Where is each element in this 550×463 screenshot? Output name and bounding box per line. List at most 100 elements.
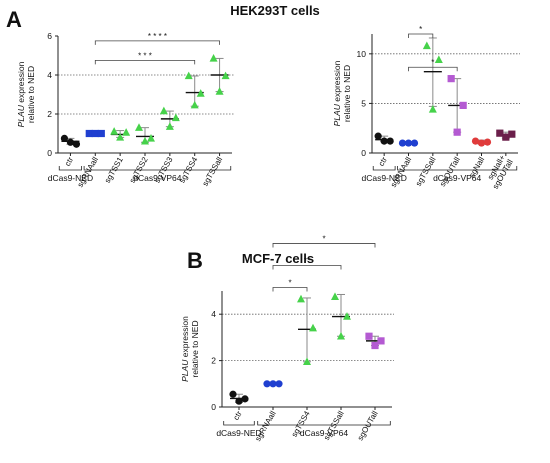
data-point-3-2 [343,312,351,320]
data-point-4-2 [171,113,180,122]
y-tick-label: 5 [361,98,366,108]
y-tick-label: 4 [211,309,216,319]
data-point-0-0 [60,134,69,142]
data-point-4-1 [165,122,174,130]
data-point-0-0 [374,132,382,140]
group-bracket [372,166,396,171]
significance-label: * * * * [148,32,167,41]
y-tick-label: 0 [211,402,216,412]
panel-a-letter: A [6,7,22,32]
y-tick-label: 0 [47,148,52,158]
data-point-5-2 [196,89,205,97]
data-point-4-1 [477,139,486,147]
significance-label: * [431,58,434,67]
group-label: dCas9-VP64 [433,173,481,183]
group-label: dCas9-VP64 [300,428,348,438]
data-point-5-0 [184,71,193,80]
data-point-2-2 [122,128,131,136]
significance-label: ** [304,256,310,265]
y-axis-title: PLAU expression [332,60,342,126]
data-point-4-2 [483,138,492,146]
data-point-0-2 [72,140,81,148]
data-point-2-0 [110,127,119,135]
significance-label: * [419,25,422,34]
x-tick-label-6: sgTSSall [201,155,225,187]
data-point-0-2 [241,395,249,403]
group-bracket [83,166,232,171]
x-tick-label-0: ctr [63,155,75,167]
data-point-5-1 [502,133,510,141]
panel-a-title: HEK293T cells [230,3,320,18]
data-point-3-0 [135,123,143,131]
significance-bracket [272,287,308,292]
data-point-3-2 [459,101,467,109]
data-point-0-2 [386,137,394,145]
significance-bracket [94,59,196,65]
group-bracket [58,166,83,171]
data-point-4-0 [159,106,168,115]
data-point-6-1 [215,87,224,95]
group-label: dCas9-NED [48,173,93,183]
x-tick-label-0: ctr [231,409,243,421]
data-point-3-1 [141,136,149,145]
data-point-1-2 [275,380,283,388]
panel-b-title: MCF-7 cells [242,251,314,266]
data-point-3-2 [147,133,155,142]
data-point-1-0 [263,380,271,388]
significance-label: * [288,279,291,288]
significance-bracket [272,243,376,248]
y-axis-title: PLAU expression [16,61,26,127]
significance-label: * * * [138,51,152,60]
group-bracket [223,421,255,426]
data-point-5-1 [190,100,199,109]
data-point-1-1 [91,129,99,138]
y-tick-label: 4 [47,70,52,80]
significance-bracket [94,40,220,45]
panel-b-letter: B [187,248,203,273]
data-point-0-1 [380,137,388,145]
data-point-2-0 [422,41,431,50]
x-tick-label-4: sgOUTall [356,409,380,442]
y-tick-label: 0 [361,148,366,158]
y-tick-label: 10 [357,49,367,59]
data-point-4-0 [471,137,480,145]
significance-bracket [272,265,342,270]
x-tick-label-0: ctr [377,155,389,167]
y-axis-title-line2: relative to NED [190,320,200,377]
data-point-1-1 [269,380,277,388]
data-point-0-1 [66,138,75,146]
significance-bracket [408,66,458,72]
group-bracket [257,421,391,426]
data-point-2-1 [303,357,311,365]
data-point-1-1 [404,139,413,147]
data-point-3-1 [337,331,345,340]
y-tick-label: 2 [47,109,52,119]
data-point-0-0 [229,390,237,398]
x-tick-label-3: sgOUTall [438,155,462,188]
data-point-5-0 [496,129,504,137]
data-point-3-0 [331,292,339,300]
x-tick-label-5: sgNall+sgOUTall [483,153,515,190]
y-axis-title: PLAU expression [180,316,190,382]
data-point-1-2 [97,129,105,138]
data-point-0-1 [235,397,243,405]
data-point-1-0 [398,139,407,147]
data-point-6-2 [221,71,230,80]
data-point-1-2 [410,139,419,147]
significance-label: * [322,234,325,243]
group-bracket [397,166,518,171]
y-axis-title-line2: relative to NED [342,65,352,122]
data-point-2-1 [116,133,125,141]
group-label: dCas9-VP64 [133,173,181,183]
data-point-1-0 [85,129,93,138]
data-point-2-1 [428,104,437,113]
group-label: dCas9-NED [361,173,406,183]
y-axis-title-line2: relative to NED [26,66,36,123]
y-tick-label: 6 [47,31,52,41]
data-point-3-0 [447,75,455,83]
data-point-2-2 [309,323,317,332]
